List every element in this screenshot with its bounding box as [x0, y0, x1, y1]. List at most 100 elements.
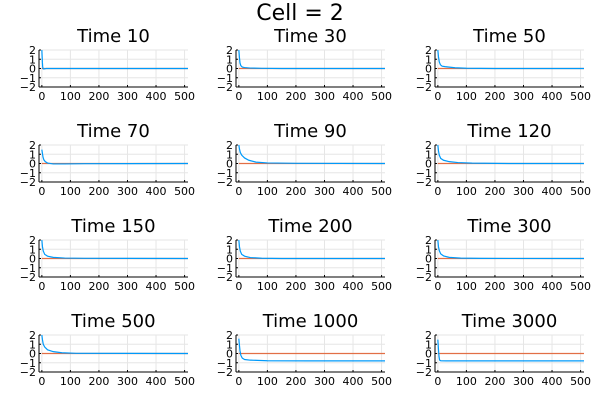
- x-tick-label: 500: [570, 280, 591, 293]
- y-tick-label: −1: [20, 167, 36, 180]
- x-tick-label: 500: [174, 90, 195, 103]
- y-tick-label: −1: [217, 72, 233, 85]
- y-tick-label: −2: [416, 366, 432, 379]
- x-tick-label: 300: [314, 185, 335, 198]
- x-tick-label: 100: [257, 185, 278, 198]
- x-tick-label: 200: [484, 280, 505, 293]
- y-tick-label: 0: [226, 158, 233, 171]
- x-tick-label: 200: [484, 375, 505, 388]
- panel-title: Time 500: [70, 311, 155, 332]
- x-tick-label: 500: [174, 280, 195, 293]
- y-tick-label: −2: [217, 81, 233, 94]
- y-tick-label: 1: [29, 148, 36, 161]
- y-tick-label: 0: [226, 63, 233, 76]
- panel-title: Time 70: [76, 121, 150, 142]
- y-tick-label: 2: [226, 329, 233, 342]
- x-tick-label: 0: [235, 375, 242, 388]
- x-tick-label: 300: [314, 90, 335, 103]
- series-blue-line: [238, 50, 385, 70]
- x-tick-label: 0: [434, 185, 441, 198]
- x-tick-label: 100: [257, 280, 278, 293]
- y-tick-label: −2: [20, 366, 36, 379]
- y-tick-label: −1: [416, 262, 432, 275]
- x-tick-label: 500: [570, 90, 591, 103]
- y-tick-label: 2: [226, 234, 233, 247]
- x-tick-label: 300: [513, 280, 534, 293]
- y-tick-label: 0: [425, 158, 432, 171]
- series-blue-line: [437, 339, 584, 362]
- y-tick-label: −2: [217, 176, 233, 189]
- x-tick-label: 300: [117, 185, 138, 198]
- x-tick-label: 200: [285, 280, 306, 293]
- y-tick-label: 0: [29, 348, 36, 361]
- panel-title: Time 3000: [461, 311, 558, 332]
- y-tick-label: 2: [425, 234, 432, 247]
- series-blue-line: [41, 50, 188, 70]
- x-tick-label: 500: [570, 375, 591, 388]
- series-blue-line: [41, 240, 188, 260]
- y-tick-label: −2: [217, 271, 233, 284]
- y-tick-label: 2: [226, 44, 233, 57]
- series-blue-line: [437, 145, 584, 165]
- series-blue-line: [238, 240, 385, 260]
- x-tick-label: 500: [174, 185, 195, 198]
- x-tick-label: 300: [314, 280, 335, 293]
- y-tick-label: 1: [226, 53, 233, 66]
- y-tick-label: −1: [416, 167, 432, 180]
- panel-title: Time 300: [466, 216, 551, 237]
- x-tick-label: 500: [371, 280, 392, 293]
- x-tick-label: 300: [117, 90, 138, 103]
- x-tick-label: 400: [343, 375, 364, 388]
- y-tick-label: −1: [20, 72, 36, 85]
- y-tick-label: 2: [29, 139, 36, 152]
- y-tick-label: 1: [425, 53, 432, 66]
- panel-title: Time 120: [466, 121, 551, 142]
- panel-title: Time 200: [267, 216, 352, 237]
- panel-title: Time 30: [273, 26, 347, 47]
- y-tick-label: 0: [29, 63, 36, 76]
- y-tick-label: 1: [425, 148, 432, 161]
- x-tick-label: 200: [285, 90, 306, 103]
- x-tick-label: 0: [434, 280, 441, 293]
- x-tick-label: 0: [38, 280, 45, 293]
- y-tick-label: −2: [20, 176, 36, 189]
- y-tick-label: −1: [20, 357, 36, 370]
- x-tick-label: 400: [146, 90, 167, 103]
- x-tick-label: 0: [434, 375, 441, 388]
- x-tick-label: 400: [343, 280, 364, 293]
- x-tick-label: 0: [38, 185, 45, 198]
- x-tick-label: 100: [456, 375, 477, 388]
- x-tick-label: 400: [542, 375, 563, 388]
- y-tick-label: −2: [416, 271, 432, 284]
- y-tick-label: 0: [226, 253, 233, 266]
- y-tick-label: 2: [425, 44, 432, 57]
- y-tick-label: 2: [29, 234, 36, 247]
- y-tick-label: 0: [425, 253, 432, 266]
- x-tick-label: 200: [88, 375, 109, 388]
- y-tick-label: 1: [29, 243, 36, 256]
- series-blue-line: [238, 145, 385, 165]
- y-tick-label: 0: [29, 158, 36, 171]
- y-tick-label: −1: [217, 167, 233, 180]
- series-blue-line: [238, 338, 385, 362]
- x-tick-label: 0: [235, 185, 242, 198]
- x-tick-label: 0: [434, 90, 441, 103]
- x-tick-label: 400: [542, 280, 563, 293]
- x-tick-label: 100: [456, 280, 477, 293]
- x-tick-label: 500: [570, 185, 591, 198]
- panel-title: Time 50: [472, 26, 546, 47]
- x-tick-label: 500: [371, 375, 392, 388]
- x-tick-label: 100: [60, 90, 81, 103]
- y-tick-label: −1: [217, 357, 233, 370]
- y-tick-label: 1: [226, 243, 233, 256]
